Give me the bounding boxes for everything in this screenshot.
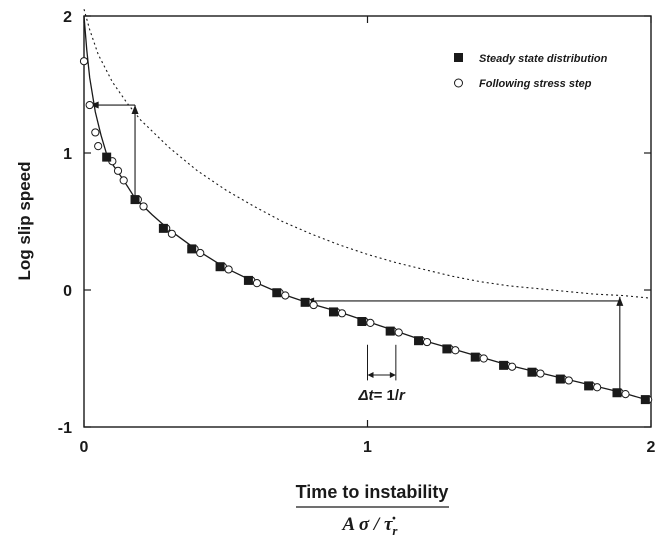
delta-t-symbol: Δt [357, 387, 374, 404]
data-point-circle [593, 383, 602, 392]
delta-t-arrowhead [367, 371, 374, 378]
data-point-square [215, 262, 225, 272]
data-point-square [612, 388, 622, 398]
arrows [89, 101, 624, 393]
data-point-circle [94, 142, 103, 151]
delta-t-annotation: Δt= 1/r [357, 344, 406, 404]
data-point-circle [113, 166, 123, 175]
data-point-square [527, 367, 537, 377]
data-point-circle [139, 202, 148, 211]
y-axis-label: Log slip speed [15, 161, 34, 280]
data-point-circle [167, 229, 176, 238]
data-point-square [584, 381, 594, 391]
y-tick-label: 0 [63, 283, 72, 300]
x-tick-label: 0 [80, 439, 89, 456]
arrow-head [131, 105, 139, 115]
y-tick-label: 2 [63, 9, 72, 26]
data-point-square [328, 307, 338, 317]
data-point-circle [196, 248, 205, 258]
x-axis-label-denominator-main: A σ / τ̇ [342, 514, 396, 535]
data-point-circle [281, 291, 290, 300]
data-point-circle [507, 362, 517, 371]
arrow-head [89, 101, 99, 109]
data-point-circle [252, 279, 262, 288]
x-tick-label: 1 [363, 439, 372, 456]
solid-curve [83, 15, 652, 402]
data-point-square [499, 360, 509, 370]
data-point-circle [79, 57, 89, 66]
legend-label-stress-step: Following stress step [479, 78, 592, 90]
data-point-square [385, 326, 395, 336]
dotted-curve [83, 9, 652, 299]
data-point-square [158, 223, 168, 233]
legend-label-steady-state: Steady state distribution [479, 53, 608, 65]
data-point-circle [366, 318, 375, 327]
data-point-square [555, 374, 565, 384]
data-point-square [414, 336, 424, 346]
delta-t-equals: = 1/ [374, 387, 400, 404]
data-point-circle [85, 100, 94, 110]
data-point-square [272, 288, 282, 298]
legend-circle-marker [454, 78, 463, 88]
data-point-circle [536, 369, 545, 378]
data-point-square [300, 297, 310, 307]
data-point-circle [224, 265, 233, 274]
y-tick-label: 1 [63, 146, 72, 163]
legend: Steady state distribution Following stre… [454, 53, 608, 90]
data-point-circle [564, 376, 573, 385]
x-tick-label: 2 [647, 439, 656, 456]
legend-square-marker [454, 53, 463, 62]
data-point-square [442, 344, 452, 354]
data-point-circle [309, 300, 318, 310]
data-point-circle [119, 176, 128, 185]
data-point-circle [621, 390, 630, 399]
data-point-square [187, 244, 197, 254]
x-axis-label-subscript: r [392, 523, 398, 538]
x-axis-label-numerator: Time to instability [296, 482, 449, 502]
x-axis-label-denominator: A σ / τ̇r [342, 514, 399, 538]
delta-t-arrowhead [389, 371, 396, 378]
y-axis-ticks: -1 0 1 2 [58, 9, 651, 437]
data-point-circle [337, 309, 347, 318]
data-point-square [640, 395, 650, 405]
data-point-circle [479, 354, 488, 363]
data-point-square [243, 275, 253, 285]
data-point-square [357, 317, 367, 327]
y-tick-label: -1 [58, 420, 72, 437]
data-point-square [102, 152, 112, 162]
data-point-square [130, 195, 140, 205]
data-point-circle [451, 346, 460, 355]
data-point-circle [422, 337, 432, 347]
data-point-circle [394, 328, 403, 337]
delta-t-label: Δt= 1/r [357, 387, 406, 404]
data-point-square [470, 352, 480, 362]
delta-t-r: r [399, 387, 406, 404]
series-steady-state [102, 152, 650, 405]
data-point-circle [91, 128, 100, 137]
